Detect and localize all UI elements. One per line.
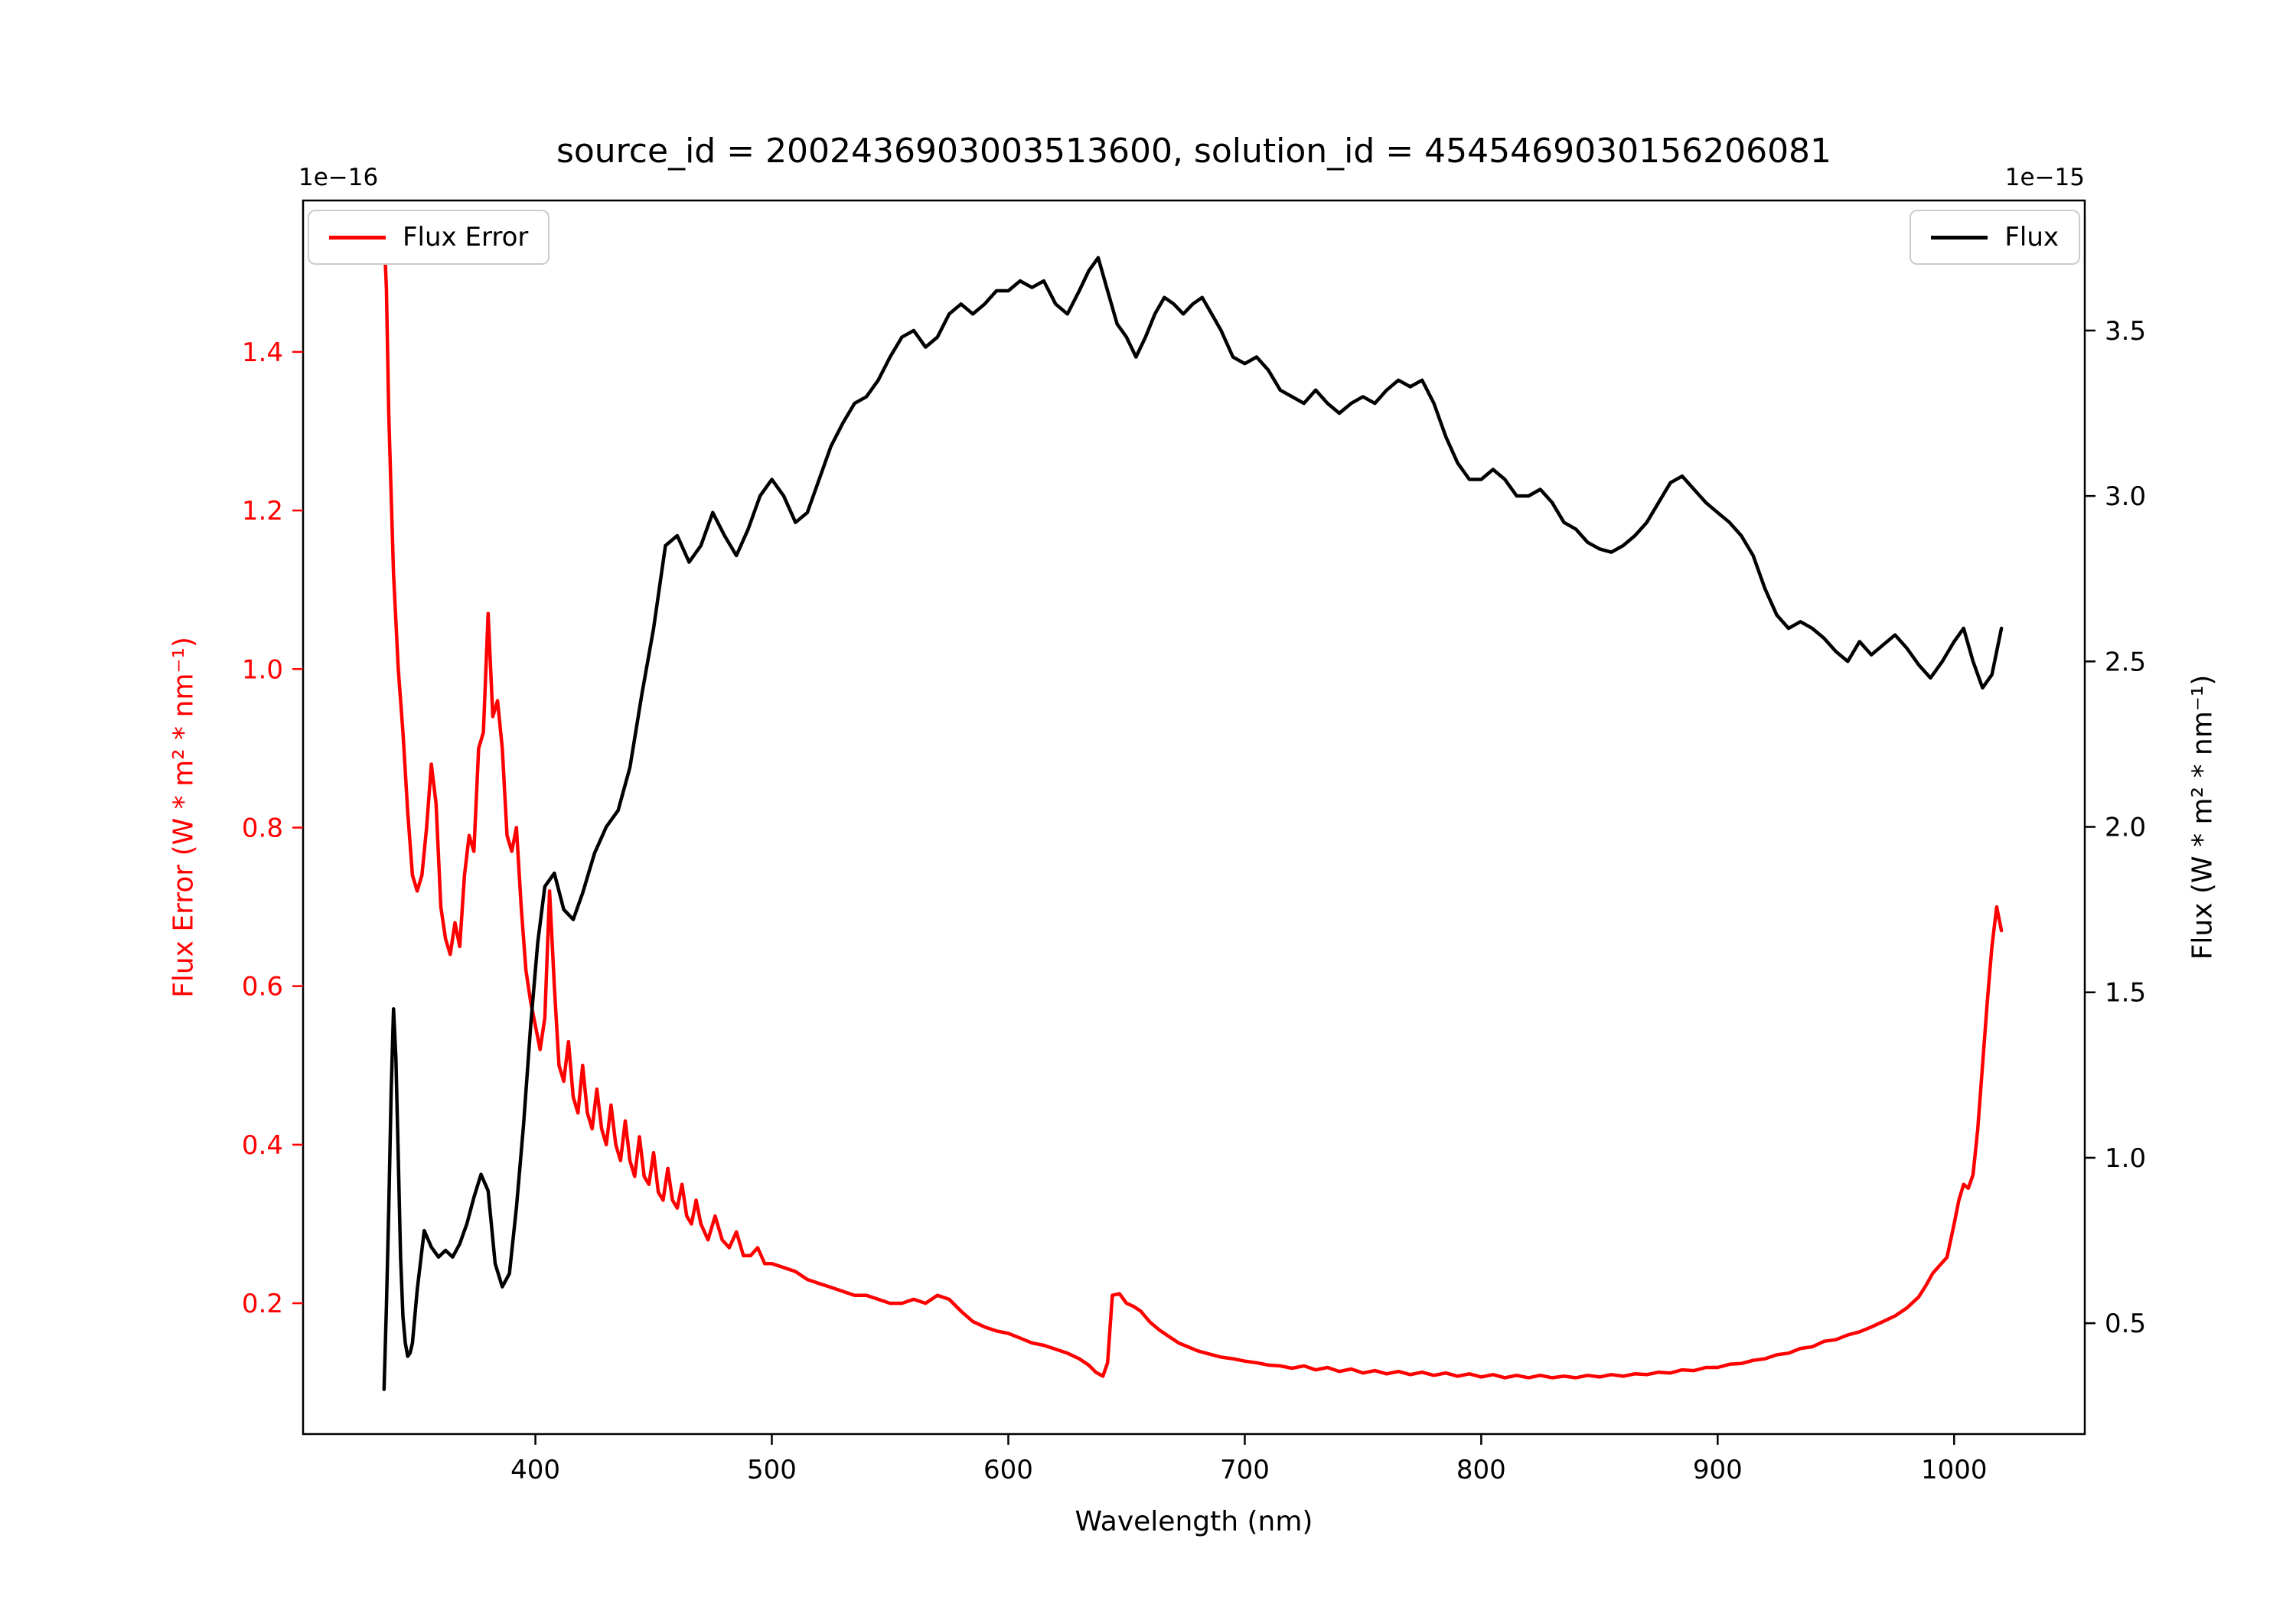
- y-right-tick-label: 0.5: [2105, 1309, 2146, 1339]
- y-left-tick-label: 0.8: [242, 813, 283, 843]
- x-tick-label: 400: [510, 1455, 560, 1485]
- y-left-tick-label: 0.4: [242, 1130, 283, 1161]
- y-left-tick-label: 1.2: [242, 496, 283, 526]
- y-right-tick-label: 1.5: [2105, 978, 2146, 1009]
- x-tick-label: 500: [747, 1455, 797, 1485]
- y-left-tick-label: 1.4: [242, 337, 283, 368]
- y-right-tick-label: 3.0: [2105, 481, 2146, 512]
- y-left-tick-label: 0.2: [242, 1289, 283, 1319]
- y-left-offset-label: 1e−16: [298, 164, 379, 191]
- y-right-tick-label: 1.0: [2105, 1143, 2146, 1174]
- x-tick-label: 1000: [1921, 1455, 1988, 1485]
- y-left-tick-label: 1.0: [242, 654, 283, 685]
- flux-error-line: [382, 231, 2004, 1380]
- flux-line-swatch: [1931, 235, 1988, 240]
- legend-flux-label: Flux: [2004, 222, 2059, 253]
- x-tick-label: 700: [1220, 1455, 1270, 1485]
- legend-flux: Flux: [1910, 210, 2080, 265]
- x-tick-label: 900: [1693, 1455, 1743, 1485]
- legend-flux-error-label: Flux Error: [403, 222, 529, 253]
- plot-frame: [302, 199, 2086, 1436]
- x-axis-label: Wavelength (nm): [1075, 1506, 1313, 1537]
- y-left-axis-label: Flux Error (W * m² * nm⁻¹): [168, 637, 200, 998]
- y-right-tick-label: 3.5: [2105, 316, 2146, 347]
- flux-line: [382, 256, 2004, 1391]
- y-right-offset-label: 1e−15: [2004, 164, 2085, 191]
- y-left-tick-label: 0.6: [242, 972, 283, 1002]
- flux-error-line-swatch: [329, 235, 386, 240]
- y-right-tick-label: 2.5: [2105, 647, 2146, 677]
- x-tick-label: 800: [1456, 1455, 1506, 1485]
- x-tick-label: 600: [983, 1455, 1033, 1485]
- legend-flux-error: Flux Error: [308, 210, 550, 265]
- y-right-axis-label: Flux (W * m² * nm⁻¹): [2187, 674, 2219, 960]
- y-right-tick-label: 2.0: [2105, 813, 2146, 843]
- chart-title: source_id = 2002436903003513600, solutio…: [556, 132, 1832, 171]
